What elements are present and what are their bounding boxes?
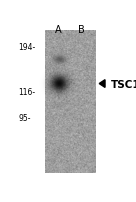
Text: 116-: 116- [18, 87, 35, 96]
Text: A: A [55, 25, 61, 35]
Text: 194-: 194- [18, 42, 35, 51]
Polygon shape [99, 80, 105, 88]
Text: TSC1: TSC1 [111, 79, 136, 89]
Text: 95-: 95- [18, 113, 31, 122]
Text: B: B [78, 25, 85, 35]
